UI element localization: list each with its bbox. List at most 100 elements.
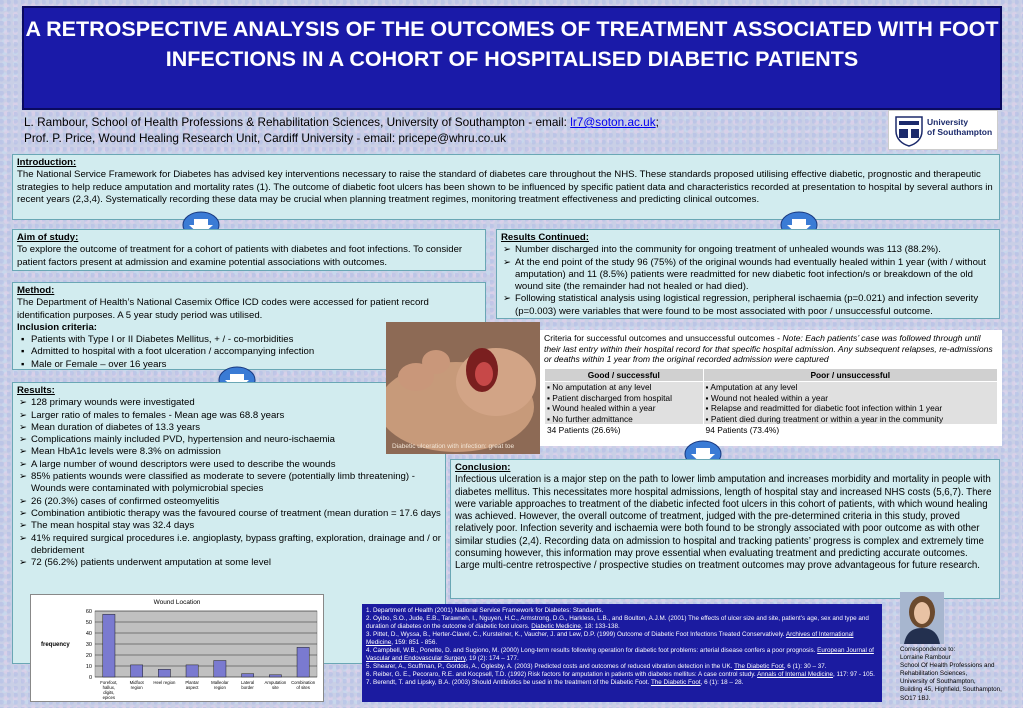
criteria-poor-item: ▪ Patient died during treatment or withi… [705, 413, 944, 424]
bullet-icon: ➢ [19, 495, 28, 507]
criteria-good-item: ▪ No further admittance [547, 413, 633, 424]
criteria-good-item: ▪ No amputation at any level [547, 382, 652, 392]
chart-bar [269, 674, 282, 678]
x-tick-label: Combination of sites [291, 680, 316, 690]
reference-item: 6. Reiber, G. E., Pecoraro, R.E. and Koc… [366, 671, 875, 678]
correspondence-line: University of Southampton, [900, 678, 976, 686]
correspondence-line: Correspondence to: [900, 646, 956, 653]
list-item: ➢ 72 (56.2%) patients underwent amputatio… [17, 557, 441, 569]
list-item: ➢ Mean duration of diabetes of 13.3 years [17, 422, 441, 434]
bullet-icon: ➢ [19, 507, 28, 519]
list-item: ➢ A large number of wound descriptors wer… [17, 459, 441, 471]
results-list: ➢ 128 primary wounds were investigated ➢ La… [17, 397, 441, 569]
chart-bar [158, 669, 171, 678]
x-tick-label: Amputation site [265, 680, 287, 690]
reference-item: 3. Pittet, D., Wyssa, B., Herter-Clavel,… [366, 631, 854, 646]
list-item: ➢ Combination antibiotic therapy was the … [17, 508, 441, 520]
criteria-poor-item: ▪ Relapse and readmitted for diabetic fo… [705, 403, 943, 413]
portrait-illustration [900, 592, 944, 644]
list-item: ➢ 85% patients wounds were classified as … [17, 471, 441, 496]
references-panel: 1. Department of Health (2001) National … [362, 604, 882, 702]
criteria-good-item: ▪ Patient discharged from hospital [547, 392, 672, 403]
aim-heading: Aim of study: [17, 232, 79, 243]
criteria-good-item: ▪ Wound healed within a year [547, 403, 656, 413]
inclusion-heading: Inclusion criteria: [17, 321, 97, 333]
reference-item: 5. Shearer, A., Scuffman, P., Gordois, A… [366, 663, 827, 670]
introduction-box: Introduction: The National Service Frame… [12, 154, 1000, 220]
reference-item: 7. Berendt, T. and Lipsky, B.A. (2003) S… [366, 679, 744, 686]
bullet-icon: ➢ [19, 397, 28, 409]
chart-bar [213, 660, 227, 678]
list-item: ➢ Following statistical analysis using lo… [501, 293, 995, 318]
results-continued-heading: Results Continued: [501, 232, 589, 243]
shield-icon [895, 116, 923, 147]
results-heading: Results: [17, 385, 55, 396]
aim-text: To explore the outcome of treatment for … [17, 244, 463, 268]
conclusion-box: Conclusion: Infectious ulceration is a m… [450, 459, 1000, 599]
authors-block: L. Rambour, School of Health Professions… [24, 114, 884, 146]
criteria-poor-item: ▪ Amputation at any level [705, 382, 798, 392]
reference-item: 2. Oyibo, S.O., Jude, E.B., Tarawneh, I.… [366, 615, 869, 630]
poster-title: A RETROSPECTIVE ANALYSIS OF THE OUTCOMES… [22, 6, 1002, 110]
list-item-text: Complications mainly included PVD, hyper… [31, 434, 335, 446]
method-text: The Department of Health’s National Case… [17, 297, 429, 321]
y-tick-label: 0 [89, 675, 92, 681]
inclusion-item: Admitted to hospital with a foot ulcerat… [31, 346, 315, 358]
list-item-text: Number discharged into the community for… [515, 244, 941, 256]
list-item: ➢ Mean HbA1c levels were 8.3% on admissio… [17, 446, 441, 458]
criteria-intro: Criteria for successful outcomes and uns… [544, 333, 783, 343]
correspondence-line: School Of Health Professions and Rehabil… [900, 662, 995, 678]
results-continued-box: Results Continued: ➢ Number discharged in… [496, 229, 1000, 319]
author-portrait [900, 592, 944, 644]
correspondence-line: SO17 1BJ. [900, 694, 931, 702]
author-line-2: Prof. P. Price, Wound Healing Research U… [24, 131, 507, 145]
introduction-text: The National Service Framework for Diabe… [17, 169, 993, 205]
list-item-text: Mean duration of diabetes of 13.3 years [31, 421, 201, 433]
reference-item: 4. Campbell, W.B., Ponette, D. and Sugio… [366, 647, 874, 662]
y-tick-label: 50 [86, 620, 92, 626]
table-row: ▪ No amputation at any level ▪ Patient d… [544, 381, 999, 425]
bullet-icon: ➢ [503, 244, 512, 256]
author-line-1: L. Rambour, School of Health Professions… [24, 115, 571, 129]
y-tick-label: 40 [86, 631, 92, 637]
bullet-icon: ➢ [503, 256, 512, 268]
x-tick-label: Midfoot region [130, 680, 145, 690]
logo-line-2: of Southampton [927, 127, 993, 137]
bullet-icon: ➢ [503, 293, 512, 305]
list-item: ➢ At the end point of the study 96 (75%) … [501, 257, 995, 294]
author-email-link[interactable]: lr7@soton.ac.uk [570, 115, 656, 129]
y-tick-label: 60 [86, 609, 92, 615]
results-continued-list: ➢ Number discharged into the community fo… [501, 244, 995, 318]
list-item-text: Combination antibiotic therapy was the f… [31, 507, 441, 519]
list-item: ▪ Patients with Type I or II Diabetes Mel… [21, 334, 294, 346]
logo-line-1: University [927, 117, 969, 127]
foot-ulcer-photo: Diabetic ulceration with infection: grea… [386, 322, 540, 454]
bullet-icon: ➢ [19, 557, 28, 569]
bullet-icon: ➢ [19, 434, 28, 446]
chart-bar [296, 647, 310, 678]
university-logo: University of Southampton [888, 110, 998, 150]
list-item-text: 41% required surgical procedures i.e. an… [31, 532, 441, 556]
good-count: 34 Patients (26.6%) [544, 424, 704, 437]
x-tick-label: Malleolar region [211, 680, 229, 690]
inclusion-item: Male or Female – over 16 years [31, 358, 167, 370]
list-item-text: Mean HbA1c levels were 8.3% on admission [31, 446, 221, 458]
list-item: ➢ The mean hospital stay was 32.4 days [17, 520, 441, 532]
bullet-icon: ➢ [19, 458, 28, 470]
list-item-text: Following statistical analysis using log… [515, 293, 979, 317]
criteria-description: Criteria for successful outcomes and uns… [544, 333, 998, 365]
criteria-poor-item: ▪ Wound not healed within a year [705, 392, 829, 403]
x-tick-label: Plantar aspect [185, 680, 199, 690]
list-item: ➢ Number discharged into the community fo… [501, 244, 995, 256]
criteria-note: Note: Each patients’ case was followed t… [544, 333, 993, 364]
chart-bar [241, 673, 254, 678]
author-line-1-end: ; [655, 115, 659, 129]
list-item: ➢ 41% required surgical procedures i.e. a… [17, 533, 441, 558]
list-item: ➢ Complications mainly included PVD, hype… [17, 434, 441, 446]
list-item-text: A large number of wound descriptors were… [31, 458, 336, 470]
list-item-text: 72 (56.2%) patients underwent amputation… [31, 557, 271, 569]
wound-location-chart: Wound Location 0 10 20 30 40 50 60 frequency Fore… [30, 594, 324, 702]
inclusion-list: ▪ Patients with Type I or II Diabetes Mel… [17, 334, 481, 370]
chart-title: Wound Location [154, 599, 201, 606]
photo-caption: Diabetic ulceration with infection: grea… [392, 443, 515, 450]
